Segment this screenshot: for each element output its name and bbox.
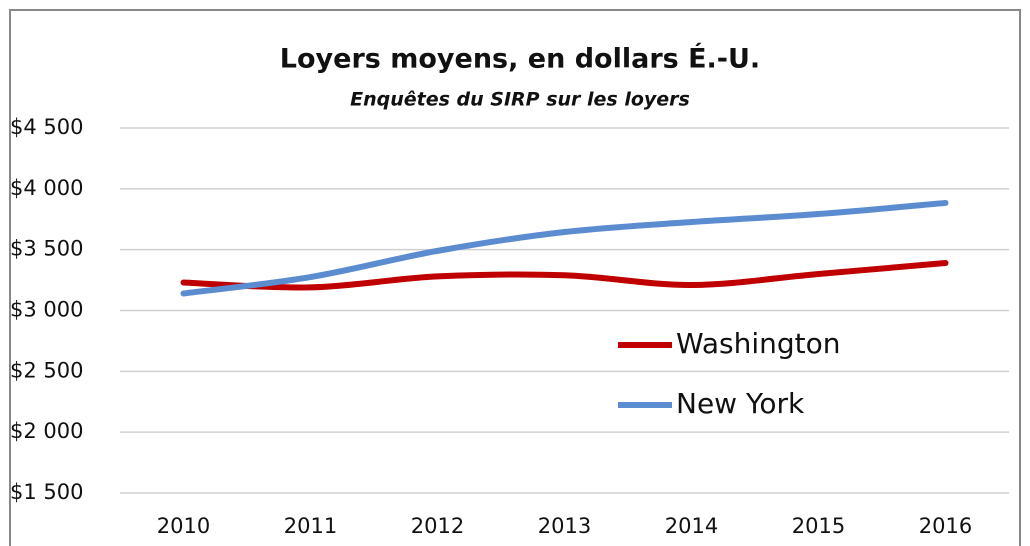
legend-label: Washington <box>676 327 841 360</box>
x-tick-label: 2015 <box>792 514 845 538</box>
chart-subtitle: Enquêtes du SIRP sur les loyers <box>350 89 690 111</box>
y-tick-label: $1 500 <box>10 480 83 504</box>
x-tick-label: 2012 <box>411 514 464 538</box>
y-tick-label: $4 500 <box>10 115 83 139</box>
y-tick-label: $3 000 <box>10 298 83 322</box>
x-tick-label: 2010 <box>157 514 210 538</box>
y-tick-label: $3 500 <box>10 237 83 261</box>
x-tick-label: 2014 <box>665 514 718 538</box>
series-line <box>180 199 949 297</box>
series-line <box>180 260 949 291</box>
y-tick-label: $2 500 <box>10 358 83 382</box>
y-tick-label: $4 000 <box>10 176 83 200</box>
x-tick-label: 2016 <box>919 514 972 538</box>
x-tick-label: 2011 <box>284 514 337 538</box>
chart-title: Loyers moyens, en dollars É.-U. <box>280 43 760 75</box>
legend-label: New York <box>676 387 805 420</box>
y-tick-label: $2 000 <box>10 419 83 443</box>
x-tick-label: 2013 <box>538 514 591 538</box>
chart-border <box>9 9 1021 546</box>
